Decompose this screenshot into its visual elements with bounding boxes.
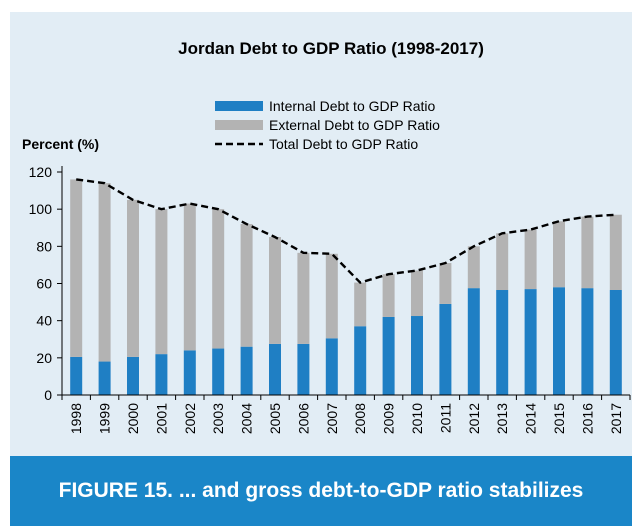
- bar-internal-1998: [70, 356, 83, 395]
- x-tick-label-2010: 2010: [409, 403, 425, 434]
- y-tick-label-40: 40: [36, 313, 52, 329]
- bar-internal-2000: [127, 356, 139, 395]
- bar-internal-2007: [325, 338, 338, 395]
- bar-external-2004: [240, 224, 253, 347]
- bar-internal-2010: [411, 316, 423, 395]
- legend-label-0: Internal Debt to GDP Ratio: [269, 98, 435, 114]
- y-tick-label-20: 20: [36, 350, 52, 366]
- x-tick-label-2013: 2013: [494, 403, 510, 434]
- bar-external-2005: [269, 237, 281, 344]
- figure-caption: FIGURE 15. ... and gross debt-to-GDP rat…: [10, 456, 632, 526]
- bar-external-1998: [70, 179, 83, 357]
- x-tick-label-2002: 2002: [182, 403, 198, 434]
- x-tick-label-2003: 2003: [210, 403, 226, 434]
- x-tick-label-2011: 2011: [437, 403, 453, 433]
- bar-external-2014: [524, 229, 537, 290]
- legend-label-1: External Debt to GDP Ratio: [269, 117, 440, 133]
- bar-external-2007: [325, 253, 338, 339]
- bar-internal-2012: [467, 288, 480, 395]
- bar-external-2017: [609, 214, 622, 290]
- x-tick-label-2014: 2014: [523, 403, 539, 434]
- bar-internal-2002: [183, 350, 196, 395]
- x-tick-label-2007: 2007: [324, 403, 340, 434]
- y-tick-label-120: 120: [29, 164, 53, 180]
- total-debt-line: [76, 178, 616, 284]
- bar-internal-2004: [240, 346, 253, 395]
- bar-external-2001: [155, 209, 168, 355]
- bar-internal-2001: [155, 354, 168, 395]
- x-tick-label-2006: 2006: [295, 403, 311, 434]
- bar-internal-2005: [269, 343, 281, 395]
- y-axis-unit-label: Percent (%): [22, 136, 99, 152]
- x-tick-label-2005: 2005: [267, 403, 283, 434]
- y-tick-label-60: 60: [36, 276, 52, 292]
- total-line-layer: [76, 178, 616, 284]
- bar-internal-1999: [98, 361, 111, 395]
- x-tick-label-2016: 2016: [579, 403, 595, 434]
- chart-title: Jordan Debt to GDP Ratio (1998-2017): [178, 39, 484, 58]
- x-tick-label-2000: 2000: [125, 403, 141, 434]
- y-tick-label-100: 100: [29, 201, 53, 217]
- bar-internal-2015: [553, 287, 565, 395]
- y-tick-label-80: 80: [36, 238, 52, 254]
- bar-external-2013: [496, 233, 509, 291]
- legend-label-2: Total Debt to GDP Ratio: [269, 136, 418, 152]
- bar-external-2002: [183, 203, 196, 351]
- legend-swatch-0: [215, 101, 263, 111]
- axes: 0 20 40 60 80 100 120 1998 1999 2000 2001 2002 2003 2…: [29, 164, 631, 434]
- bar-external-2010: [411, 270, 423, 317]
- y-tick-label-0: 0: [44, 387, 52, 403]
- bar-external-2015: [553, 221, 565, 288]
- bar-external-2008: [354, 282, 367, 327]
- bar-internal-2013: [496, 290, 509, 395]
- bar-external-2003: [212, 209, 225, 349]
- x-tick-label-2012: 2012: [466, 403, 482, 434]
- figure-caption-text: FIGURE 15. ... and gross debt-to-GDP rat…: [58, 479, 584, 502]
- x-tick-label-2015: 2015: [551, 403, 567, 434]
- x-tick-label-2017: 2017: [608, 403, 624, 434]
- legend-swatch-1: [215, 120, 263, 130]
- bar-external-2012: [467, 246, 480, 289]
- bar-external-2000: [127, 199, 139, 357]
- x-tick-label-2001: 2001: [153, 403, 169, 434]
- x-tick-label-2008: 2008: [352, 403, 368, 434]
- bar-internal-2017: [609, 290, 622, 395]
- bar-internal-2008: [354, 326, 367, 395]
- bar-external-2009: [382, 274, 395, 317]
- bar-internal-2006: [297, 343, 310, 395]
- bar-external-1999: [98, 183, 111, 362]
- chart-panel: Jordan Debt to GDP Ratio (1998-2017) Int…: [10, 12, 632, 456]
- bar-external-2006: [297, 252, 310, 344]
- bar-internal-2011: [439, 303, 452, 395]
- bar-internal-2009: [382, 316, 395, 395]
- x-tick-label-2004: 2004: [239, 403, 255, 434]
- chart: Jordan Debt to GDP Ratio (1998-2017) Int…: [22, 39, 631, 434]
- bar-external-2011: [439, 263, 452, 304]
- x-tick-label-1998: 1998: [68, 403, 84, 434]
- x-tick-label-1999: 1999: [97, 403, 113, 434]
- bars: [70, 179, 622, 395]
- legend: Internal Debt to GDP Ratio External Debt …: [215, 98, 440, 152]
- bar-internal-2003: [212, 348, 225, 395]
- bar-internal-2016: [581, 288, 594, 395]
- bar-external-2016: [581, 216, 594, 289]
- bar-internal-2014: [524, 289, 537, 395]
- x-tick-label-2009: 2009: [381, 403, 397, 434]
